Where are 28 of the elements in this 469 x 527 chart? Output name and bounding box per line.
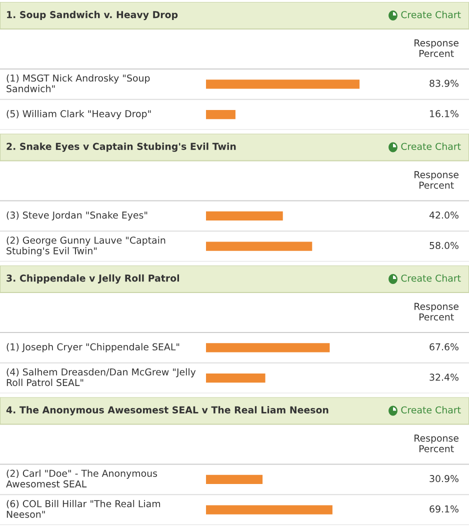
data-label: 67.6%: [430, 343, 458, 350]
y-tick-label: (2) Carl "Doe" - The Anonymous Awesomest SEAL: [6, 470, 158, 488]
text: Create Chart: [401, 274, 461, 282]
text: Create Chart: [401, 406, 461, 414]
data-label: 58.0%: [430, 242, 458, 250]
text: Create Chart: [401, 10, 461, 18]
text: Response Percent: [414, 302, 458, 321]
data-label: 69.1%: [430, 505, 458, 513]
data-label: 32.4%: [430, 374, 458, 381]
text: Create Chart: [401, 142, 461, 150]
y-tick-label: (5) William Clark "Heavy Drop": [6, 110, 151, 120]
text: 3. Chippendale v Jelly Roll Patrol: [6, 274, 180, 284]
data-label: 42.0%: [429, 212, 458, 219]
y-tick-label: (2) George Gunny Lauve "Captain Stubing's Evil Twin": [6, 236, 166, 256]
chart-title: 4. The Anonymous Awesomest SEAL v The Real Liam Neeson: [6, 406, 328, 416]
text: Response Percent: [414, 39, 458, 58]
y-tick-label: (3) Steve Jordan "Snake Eyes": [6, 211, 148, 221]
text: Response Percent: [414, 434, 458, 452]
text: 1. Soup Sandwich v. Heavy Drop: [7, 10, 178, 20]
y-tick-label: (1) Joseph Cryer "Chippendale SEAL": [6, 343, 180, 352]
y-tick-label: (6) COL Bill Hillar "The Real Liam Neeson": [6, 500, 160, 518]
data-label: 30.9%: [430, 475, 458, 482]
text: Response Percent: [414, 171, 458, 189]
data-label: 16.1%: [430, 110, 458, 118]
text: 2. Snake Eyes v Captain Stubing's Evil Twin: [6, 142, 236, 152]
y-tick-label: (4) Salhem Dreasden/Dan McGrew "Jelly Roll Patrol SEAL": [6, 368, 196, 386]
data-label: 83.9%: [430, 80, 458, 87]
y-tick-label: (1) MSGT Nick Androsky "Soup Sandwich": [6, 74, 150, 92]
